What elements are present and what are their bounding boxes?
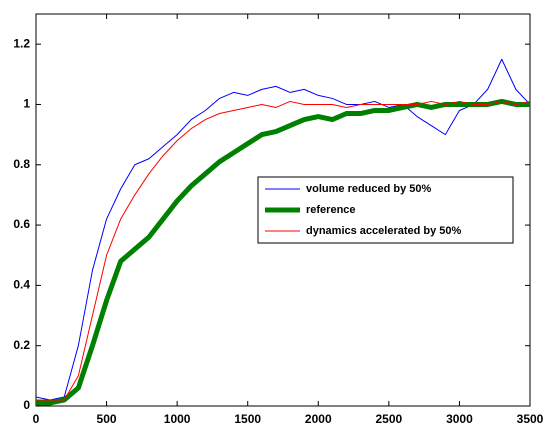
series-line [35,58,531,401]
legend: volume reduced by 50% reference dynamics a… [257,176,514,244]
y-tick-label: 0.8 [13,157,30,171]
legend-box [257,176,514,244]
y-tick-label: 0.2 [13,338,30,352]
legend-label: volume reduced by 50% [306,183,432,195]
x-tick-label: 3000 [446,412,473,426]
y-tick-label: 1.2 [13,36,30,50]
x-tick-label: 0 [33,412,40,426]
x-tick-label: 3500 [517,412,544,426]
y-tick-label: 1 [23,97,30,111]
x-tick-label: 2000 [305,412,332,426]
y-tick-label: 0.6 [13,217,30,231]
x-tick-label: 1000 [164,412,191,426]
y-tick-label: 0.4 [13,278,30,292]
legend-label: reference [306,204,356,216]
legend-label: dynamics accelerated by 50% [306,225,462,237]
y-tick-label: 0 [23,398,30,412]
x-tick-label: 500 [97,412,117,426]
series-line [36,100,531,401]
x-tick-label: 2500 [376,412,403,426]
x-tick-label: 1500 [234,412,261,426]
